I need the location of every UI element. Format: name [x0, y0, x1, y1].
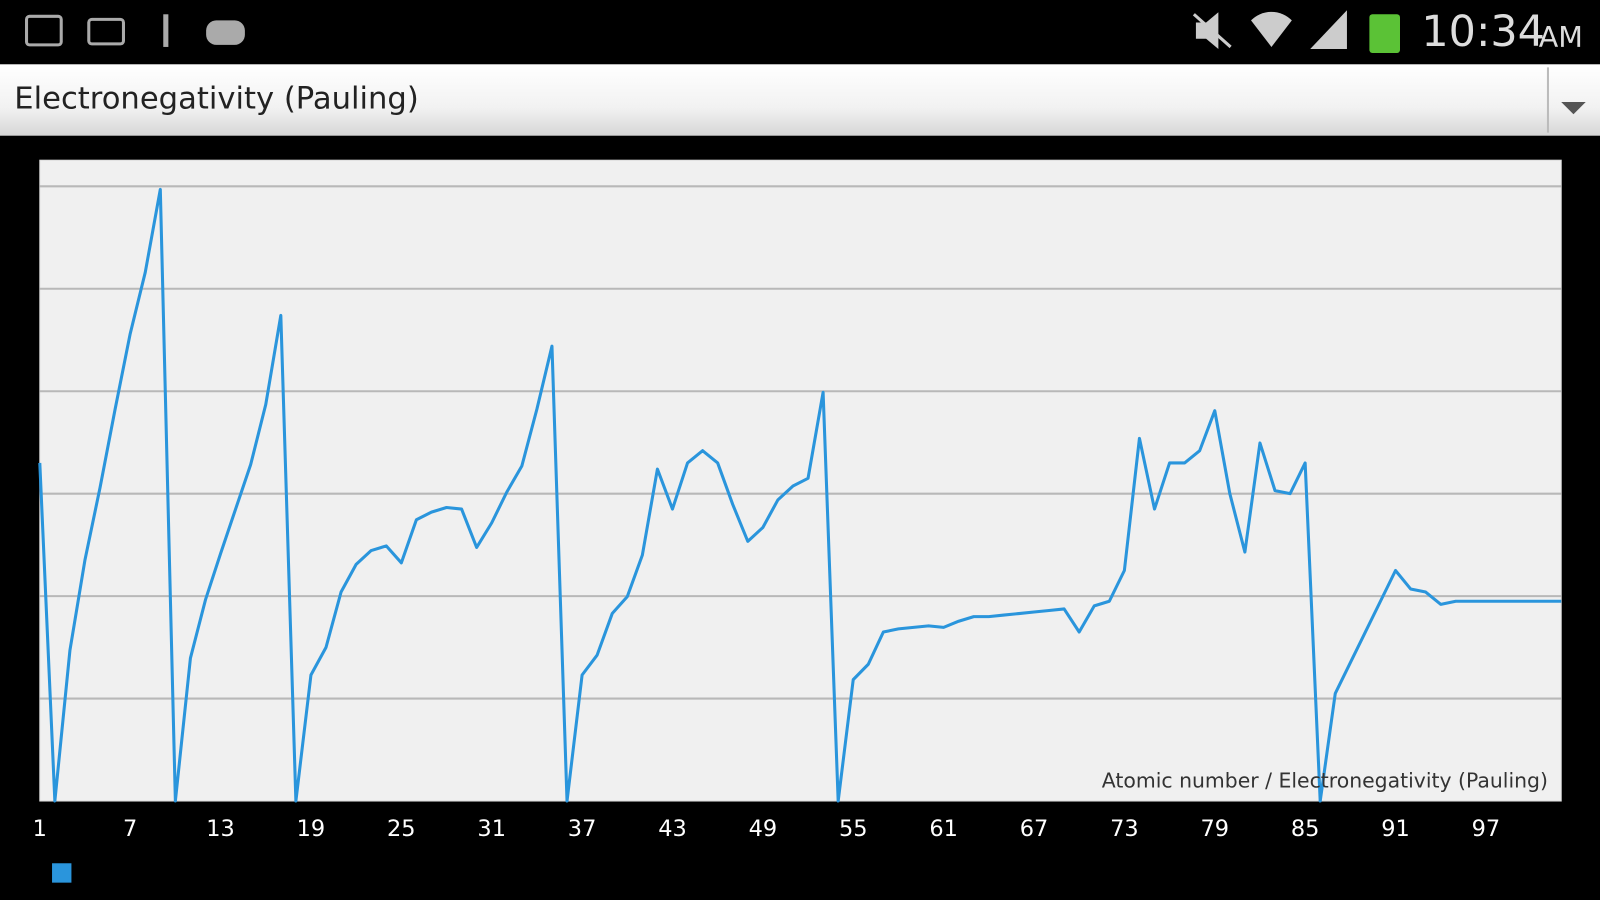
x-tick-label: 43 — [658, 816, 687, 842]
x-tick-label: 19 — [297, 816, 326, 842]
x-tick-label: 13 — [206, 816, 235, 842]
clock-ampm: AM — [1539, 20, 1583, 54]
chart — [38, 159, 1562, 803]
x-tick-label: 79 — [1200, 816, 1229, 842]
clock-time: 10:34 — [1421, 7, 1544, 57]
x-tick-label: 55 — [839, 816, 868, 842]
x-tick-label: 49 — [749, 816, 778, 842]
legend-swatch — [52, 863, 72, 883]
chart-annotation: Atomic number / Electronegativity (Pauli… — [1102, 769, 1548, 793]
spinner-bg[interactable] — [0, 64, 1600, 136]
x-tick-label: 7 — [123, 816, 137, 842]
x-tick-label: 61 — [929, 816, 958, 842]
notification-icons — [25, 14, 245, 47]
system-icons — [1192, 10, 1400, 54]
icon-mail — [87, 17, 125, 46]
status-bar: 10:34 AM — [0, 0, 1600, 64]
x-tick-label: 97 — [1472, 816, 1501, 842]
x-tick-label: 1 — [33, 816, 47, 842]
x-tick-label: 37 — [568, 816, 597, 842]
x-tick-label: 25 — [387, 816, 416, 842]
spinner-selected[interactable]: Electronegativity (Pauling) — [14, 82, 419, 117]
icon-android — [206, 20, 245, 45]
icon-wifi — [1251, 11, 1292, 47]
icon-gallery — [25, 14, 63, 47]
icon-mute — [1195, 12, 1219, 49]
icon-battery — [1369, 14, 1400, 54]
x-tick-label: 91 — [1381, 816, 1410, 842]
spinner-arrow[interactable] — [1561, 102, 1586, 115]
spinner[interactable]: Electronegativity (Pauling) — [0, 64, 1600, 136]
x-tick-label: 73 — [1110, 816, 1139, 842]
x-tick-label: 67 — [1020, 816, 1049, 842]
x-tick-label: 31 — [477, 816, 506, 842]
x-tick-label: 85 — [1291, 816, 1320, 842]
icon-mute-slash — [1192, 13, 1232, 49]
icon-usb — [163, 14, 169, 47]
data-line — [38, 187, 1562, 803]
